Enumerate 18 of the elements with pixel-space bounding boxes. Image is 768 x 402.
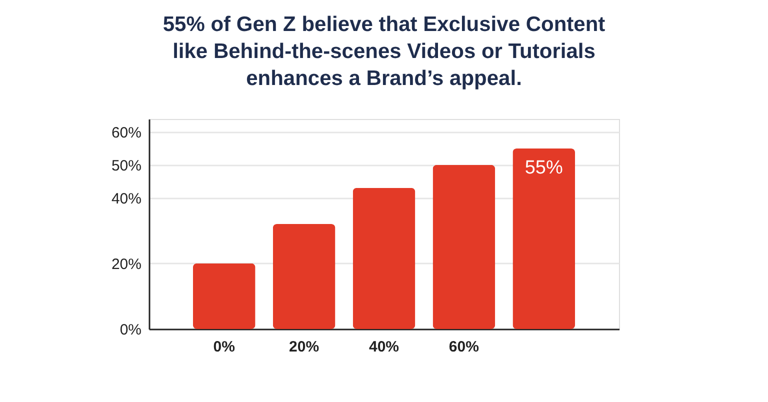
bar (352, 188, 416, 329)
y-tick-label: 0% (120, 322, 142, 338)
bar (432, 164, 496, 329)
x-tick-label: 20% (289, 338, 320, 356)
y-tick-label: 20% (111, 256, 142, 273)
text: like Behind-the-scenes Videos or Tutorials (172, 40, 596, 63)
text: enhances a Brand’s appeal. (246, 67, 522, 90)
bar (272, 224, 336, 329)
y-tick-label: 60% (111, 124, 142, 142)
bar (512, 148, 576, 329)
bar (192, 263, 256, 329)
data-label: 55% (524, 158, 563, 179)
y-tick-label: 40% (111, 190, 142, 208)
y-tick-label: 50% (111, 157, 142, 174)
x-tick-label: 40% (368, 338, 400, 356)
x-tick-label: 60% (448, 338, 479, 356)
x-tick-label: 0% (213, 338, 235, 356)
text: 55% of Gen Z believe that Exclusive Content (162, 13, 606, 36)
